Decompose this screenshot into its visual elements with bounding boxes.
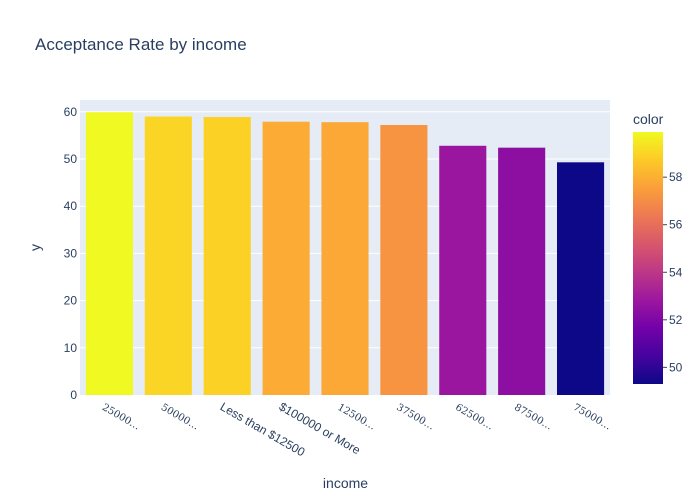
y-tick-labels: 0 10 20 30 40 50 60 xyxy=(64,105,78,402)
x-tick-label: 12500… xyxy=(336,402,378,432)
bars xyxy=(85,112,605,396)
colorbar-tick-label: 58 xyxy=(669,170,683,184)
y-tick-label: 40 xyxy=(64,199,78,213)
y-tick-label: 30 xyxy=(64,246,78,260)
y-tick-label: 20 xyxy=(64,294,78,308)
x-tick-label: 50000… xyxy=(159,402,201,432)
bar xyxy=(498,147,546,395)
colorbar-tick-label: 56 xyxy=(669,218,683,232)
y-tick-label: 60 xyxy=(64,105,78,119)
bar xyxy=(557,162,605,395)
bar xyxy=(85,112,133,395)
bar xyxy=(380,125,428,396)
chart-title: Acceptance Rate by income xyxy=(35,35,247,54)
y-axis-title: y xyxy=(27,244,43,251)
y-tick-label: 0 xyxy=(70,388,77,402)
y-tick-label: 50 xyxy=(64,152,78,166)
colorbar-tick-labels: 50 52 54 56 58 xyxy=(663,170,683,374)
colorbar-tick-label: 52 xyxy=(669,313,683,327)
bar xyxy=(262,121,310,395)
x-tick-label: 62500… xyxy=(453,402,495,432)
y-tick-label: 10 xyxy=(64,341,78,355)
colorbar-tick-label: 50 xyxy=(669,360,683,374)
bar xyxy=(144,116,192,396)
x-axis-title: income xyxy=(323,475,368,491)
colorbar-tick-label: 54 xyxy=(669,265,683,279)
bar xyxy=(321,122,369,396)
bar xyxy=(439,145,487,395)
x-tick-labels: 25000… 50000… Less than $12500$100000 or M… xyxy=(100,399,613,459)
x-tick-label: 75000… xyxy=(571,402,613,432)
colorbar-title: color xyxy=(633,111,664,127)
x-tick-label: 25000… xyxy=(100,402,142,432)
x-tick-label: 87500… xyxy=(512,402,554,432)
bar xyxy=(203,116,251,395)
colorbar xyxy=(633,132,663,384)
x-tick-label: 37500… xyxy=(394,402,436,432)
